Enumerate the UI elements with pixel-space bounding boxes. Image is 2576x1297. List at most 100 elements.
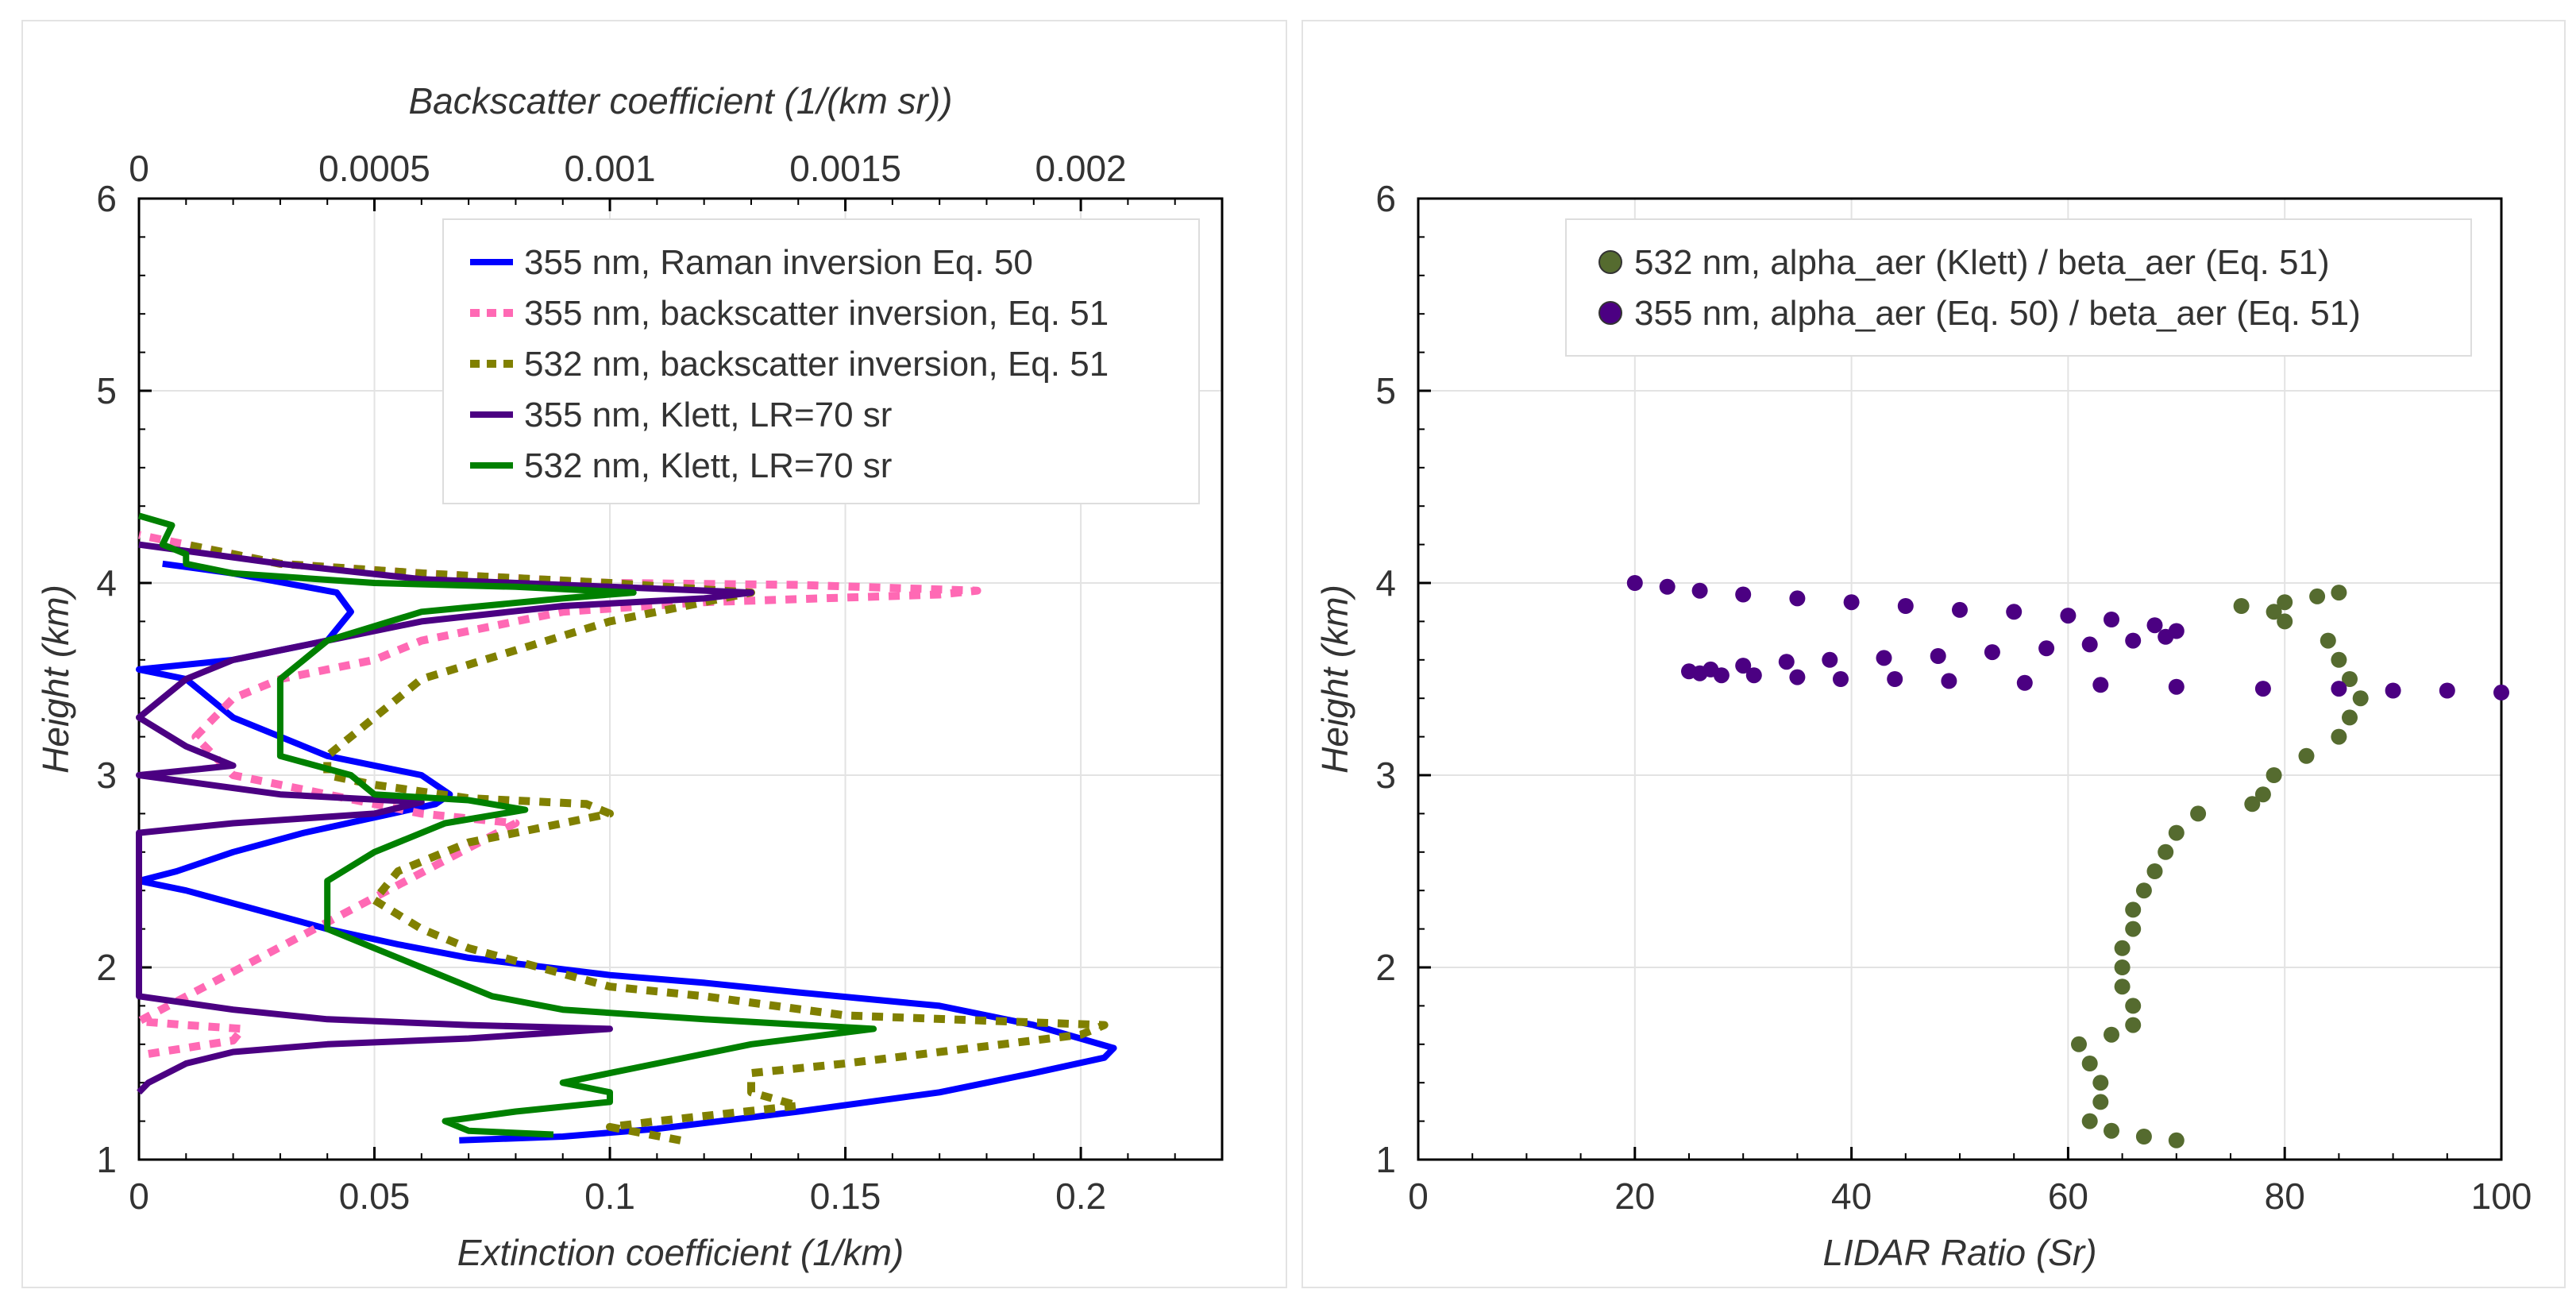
- scatter-point: [2342, 671, 2358, 687]
- scatter-point: [2038, 640, 2055, 657]
- scatter-point: [1876, 650, 1892, 666]
- scatter-point: [2331, 585, 2347, 601]
- right-series-group: [1626, 575, 2509, 1148]
- right-y-tick-label: 1: [1375, 1139, 1396, 1180]
- scatter-point: [2092, 677, 2109, 693]
- scatter-point: [2309, 588, 2326, 604]
- x-top-tick-label: 0.0015: [789, 148, 901, 189]
- scatter-point: [2060, 608, 2077, 624]
- scatter-point: [1822, 651, 1838, 668]
- right-x-tick-label: 100: [2471, 1175, 2532, 1217]
- scatter-point: [2342, 709, 2358, 726]
- scatter-point: [2158, 843, 2174, 860]
- legend-label-355-nm-raman-inversion-eq-50: 355 nm, Raman inversion Eq. 50: [524, 243, 1033, 282]
- scatter-point: [2266, 767, 2282, 783]
- extinction-backscatter-chart: 0 0.05 0.1 0.15 0.2 0 0.0005 0.001 0.0015 0.002 1 2…: [35, 80, 1224, 1273]
- scatter-point: [2254, 681, 2271, 697]
- scatter-point: [2331, 728, 2347, 745]
- scatter-point: [2092, 1075, 2109, 1091]
- scatter-point: [2168, 678, 2185, 695]
- scatter-point: [2277, 613, 2293, 630]
- scatter-point: [2168, 623, 2185, 639]
- left-y-tick-label: 2: [96, 947, 117, 988]
- scatter-point: [1930, 648, 1946, 664]
- series-line-532-nm-backscatter-inversion-eq-51: [185, 540, 1109, 1145]
- scatter-point: [1789, 590, 1806, 607]
- scatter-point: [2146, 863, 2163, 879]
- scatter-point: [2244, 796, 2261, 813]
- scatter-point: [2254, 786, 2271, 803]
- left-y-axis-label: Height (km): [35, 585, 76, 774]
- scatter-point: [2114, 940, 2131, 956]
- scatter-point: [1659, 578, 1676, 595]
- scatter-point: [2439, 682, 2455, 699]
- x-axis-lidar-label: LIDAR Ratio (Sr): [1822, 1232, 2096, 1273]
- scatter-point: [1681, 663, 1697, 680]
- scatter-point: [2331, 681, 2347, 697]
- scatter-point: [2016, 674, 2033, 691]
- scatter-point: [1952, 601, 1968, 618]
- right-y-tick-label: 5: [1375, 370, 1396, 411]
- scatter-point: [2104, 1026, 2119, 1043]
- scatter-point: [2125, 901, 2142, 918]
- scatter-point: [2190, 805, 2207, 822]
- scatter-point: [2320, 632, 2336, 649]
- legend-label-532-nm-klett-lr-70-sr: 532 nm, Klett, LR=70 sr: [524, 446, 892, 485]
- x-top-tick-label: 0.002: [1035, 148, 1127, 189]
- right-y-tick-label: 4: [1375, 562, 1396, 604]
- scatter-point: [2114, 979, 2131, 995]
- right-y-tick-label: 2: [1375, 947, 1396, 988]
- scatter-point: [1833, 671, 1849, 687]
- scatter-point: [2331, 651, 2347, 668]
- x-bottom-tick-label: 0.15: [810, 1175, 881, 1217]
- x-bottom-tick-label: 0.1: [584, 1175, 635, 1217]
- scatter-point: [2277, 594, 2293, 611]
- scatter-point: [2092, 1094, 2109, 1110]
- scatter-point: [2125, 998, 2142, 1014]
- legend-label-532-nm-alpha-aer-klett-beta-aer-eq-51: 532 nm, alpha_aer (Klett) / beta_aer (Eq…: [1634, 243, 2330, 282]
- scatter-point: [2081, 1113, 2098, 1129]
- right-x-tick-label: 0: [1408, 1175, 1429, 1217]
- series-line-355-nm-raman-inversion-eq-50: [136, 560, 1117, 1144]
- scatter-point: [1691, 582, 1708, 599]
- left-legend: 355 nm, Raman inversion Eq. 50 355 nm, ba…: [442, 218, 1200, 504]
- left-y-tick-label: 1: [96, 1139, 117, 1180]
- scatter-point: [1626, 575, 1643, 591]
- x-axis-top-label: Backscatter coefficient (1/(km sr)): [408, 80, 952, 122]
- scatter-point: [2081, 636, 2098, 653]
- scatter-point: [1843, 594, 1860, 611]
- x-axis-bottom-label: Extinction coefficient (1/km): [457, 1232, 904, 1273]
- scatter-point: [2385, 682, 2401, 699]
- left-y-tick-label: 6: [96, 178, 117, 219]
- left-series-group: [135, 512, 1117, 1145]
- legend-marker-355-nm-alpha-aer-eq-50-beta-aer-eq-51: [1598, 301, 1622, 325]
- scatter-point: [2104, 612, 2119, 627]
- scatter-point: [2125, 1017, 2142, 1033]
- scatter-point: [2493, 684, 2509, 701]
- left-y-tick-label: 3: [96, 755, 117, 796]
- right-y-axis-label: Height (km): [1314, 585, 1355, 774]
- x-bottom-tick-label: 0: [129, 1175, 149, 1217]
- left-plot-area: [137, 197, 1224, 1161]
- right-x-tick-label: 60: [2048, 1175, 2088, 1217]
- scatter-series-532-nm-alpha-aer-klett-beta-aer-eq-51: [2071, 585, 2369, 1148]
- scatter-point: [2081, 1056, 2098, 1071]
- legend-label-355-nm-alpha-aer-eq-50-beta-aer-eq-51: 355 nm, alpha_aer (Eq. 50) / beta_aer (E…: [1634, 294, 2361, 333]
- x-top-tick-label: 0: [129, 148, 149, 189]
- scatter-point: [2114, 959, 2131, 975]
- scatter-point: [1745, 667, 1762, 684]
- right-y-tick-label: 3: [1375, 755, 1396, 796]
- legend-label-532-nm-backscatter-inversion-eq-51: 532 nm, backscatter inversion, Eq. 51: [524, 345, 1109, 384]
- scatter-point: [1984, 644, 2000, 661]
- series-line-355-nm-klett-lr-70-sr: [136, 541, 754, 1095]
- scatter-point: [2135, 1129, 2152, 1145]
- left-panel-frame: [21, 20, 1287, 1288]
- scatter-point: [2168, 1132, 2185, 1148]
- scatter-series-355-nm-alpha-aer-eq-50-beta-aer-eq-51: [1626, 575, 2509, 701]
- scatter-point: [2298, 747, 2315, 764]
- x-top-tick-label: 0.0005: [318, 148, 430, 189]
- scatter-point: [1735, 586, 1752, 603]
- right-x-tick-label: 40: [1831, 1175, 1872, 1217]
- scatter-point: [2233, 598, 2250, 614]
